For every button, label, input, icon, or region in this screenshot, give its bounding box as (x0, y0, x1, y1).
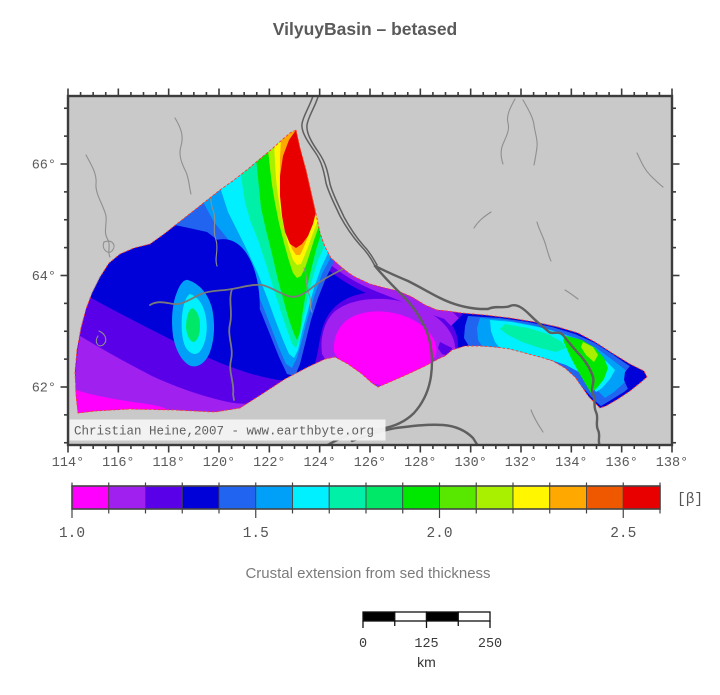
x-tick-label: 116° (102, 456, 134, 471)
colorbar-ticks (71, 482, 661, 518)
scalebar-segment (394, 611, 428, 622)
scalebar-unit-label: km (417, 654, 436, 670)
y-axis-labels: 62° 64° 66° (32, 159, 56, 397)
scalebar-segment (457, 611, 491, 622)
map-panel: Christian Heine,2007 - www.earthbyte.org… (32, 88, 688, 471)
x-tick-label: 128° (404, 456, 436, 471)
scalebar-segment (362, 611, 396, 622)
colorbar-swatch (439, 485, 477, 510)
colorbar-unit-label: [β] (677, 492, 703, 508)
colorbar-swatch (108, 485, 146, 510)
colorbar-swatch (218, 485, 257, 510)
x-tick-label: 122° (253, 456, 285, 471)
copyright-background (69, 419, 386, 441)
colorbar-swatch (181, 485, 220, 510)
x-tick-label: 138° (656, 456, 688, 471)
figure-title: VilyuyBasin – betased (273, 19, 458, 39)
colorbar-swatch (475, 485, 514, 510)
x-tick-label: 114° (52, 456, 84, 471)
scalebar-label-250: 250 (478, 637, 502, 652)
colorbar-tick-label: 2.0 (426, 526, 452, 542)
colorbar-swatch (292, 485, 330, 510)
y-tick-label: 66° (32, 159, 56, 174)
x-tick-label: 124° (303, 456, 335, 471)
colorbar: 1.0 1.5 2.0 2.5 [β] (59, 482, 703, 542)
colorbar-swatch (255, 485, 293, 510)
colorbar-tick-label: 1.5 (243, 526, 269, 542)
background-rivers (85, 98, 664, 433)
x-tick-label: 136° (605, 456, 637, 471)
x-axis-labels: 114° 116° 118° 120° 122° 124° 126° 128° 130° 132°… (52, 456, 688, 471)
x-tick-label: 134° (555, 456, 587, 471)
colorbar-swatch (512, 485, 551, 510)
copyright-text: Christian Heine,2007 - www.earthbyte.org (74, 425, 374, 439)
colorbar-swatch (586, 485, 624, 510)
scalebar-label-125: 125 (414, 637, 438, 652)
y-tick-label: 64° (32, 270, 56, 285)
x-tick-label: 130° (454, 456, 486, 471)
y-tick-label: 62° (32, 382, 56, 397)
colorbar-swatch (328, 485, 367, 510)
copyright-box: Christian Heine,2007 - www.earthbyte.org (69, 419, 386, 441)
colorbar-swatch (145, 485, 183, 510)
basin-contour-fill (75, 130, 647, 413)
scalebar-label-0: 0 (359, 637, 367, 652)
colorbar-swatch (71, 485, 110, 510)
colorbar-swatch (402, 485, 440, 510)
colorbar-tick-label: 2.5 (610, 526, 636, 542)
colorbar-swatch (549, 485, 587, 510)
figure-caption: Crustal extension from sed thickness (245, 565, 490, 582)
colorbar-swatches (71, 485, 661, 510)
x-tick-label: 132° (505, 456, 537, 471)
colorbar-swatch (622, 485, 661, 510)
x-tick-label: 120° (203, 456, 235, 471)
map-frame (66, 94, 674, 447)
scalebar-segment (425, 611, 459, 622)
colorbar-tick-labels: 1.0 1.5 2.0 2.5 (59, 526, 636, 542)
x-tick-label: 118° (152, 456, 184, 471)
colorbar-swatch (365, 485, 404, 510)
colorbar-tick-label: 1.0 (59, 526, 85, 542)
x-tick-label: 126° (354, 456, 386, 471)
basin-outline (74, 129, 648, 414)
scalebar: 0 125 250 km (359, 611, 502, 670)
